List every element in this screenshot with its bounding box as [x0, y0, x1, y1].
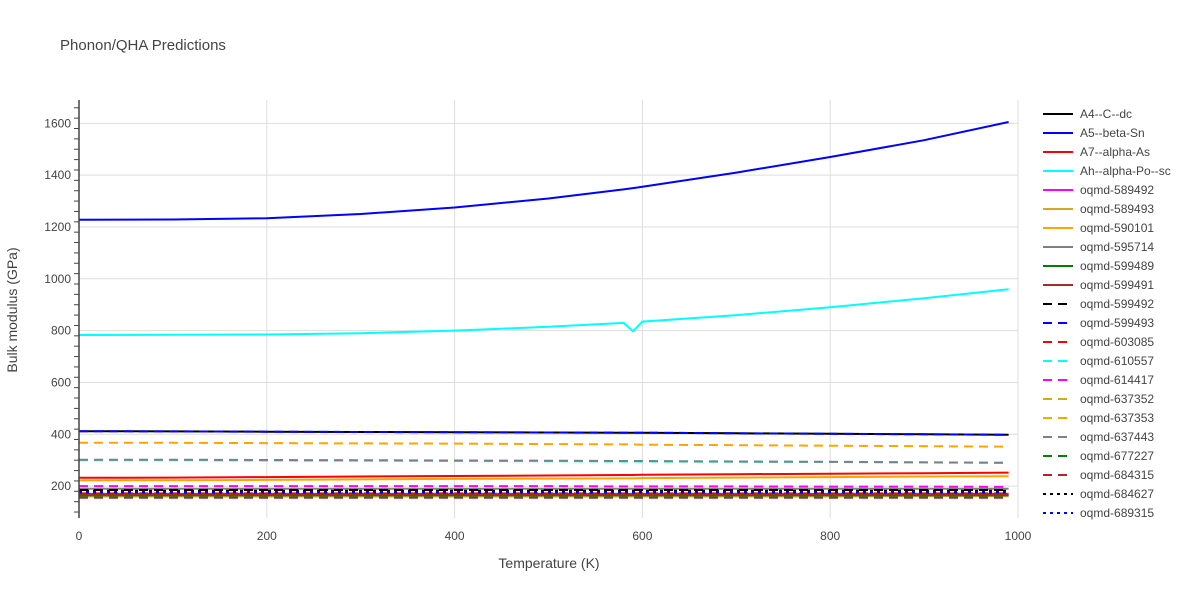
legend-label: A5--beta-Sn	[1080, 126, 1145, 140]
legend-label: oqmd-599493	[1080, 316, 1154, 330]
legend-label: A7--alpha-As	[1080, 145, 1150, 159]
legend-item[interactable]: oqmd-603085	[1043, 335, 1154, 349]
y-axis-label: Bulk modulus (GPa)	[4, 247, 20, 372]
legend-item[interactable]: oqmd-637352	[1043, 392, 1154, 406]
y-tick-label: 600	[51, 375, 71, 389]
y-tick-label: 1600	[44, 116, 71, 130]
legend-label: oqmd-599491	[1080, 278, 1154, 292]
x-tick-label: 800	[820, 529, 840, 543]
legend-label: A4--C--dc	[1080, 107, 1132, 121]
legend-label: oqmd-689315	[1080, 506, 1154, 520]
series-line-oqmd-614417	[79, 485, 1009, 488]
x-tick-label: 1000	[1005, 529, 1032, 543]
series-line-Ah--alpha-Po--sc	[78, 288, 1009, 336]
series-line-oqmd-599493	[78, 430, 1009, 436]
series-line-A5--beta-Sn	[78, 121, 1009, 221]
legend-label: oqmd-599489	[1080, 259, 1154, 273]
legend-label: oqmd-590101	[1080, 221, 1154, 235]
legend-item[interactable]: oqmd-599489	[1043, 259, 1154, 273]
legend-label: oqmd-589493	[1080, 202, 1154, 216]
legend-item[interactable]: oqmd-637443	[1043, 430, 1154, 444]
y-tick-label: 1200	[44, 220, 71, 234]
legend-label: Ah--alpha-Po--sc	[1080, 164, 1171, 178]
legend-item[interactable]: oqmd-610557	[1043, 354, 1154, 368]
legend-label: oqmd-677227	[1080, 449, 1154, 463]
x-tick-label: 200	[257, 529, 277, 543]
legend-item[interactable]: oqmd-599493	[1043, 316, 1154, 330]
legend-label: oqmd-637443	[1080, 430, 1154, 444]
legend-item[interactable]: oqmd-684627	[1043, 487, 1154, 501]
legend-label: oqmd-589492	[1080, 183, 1154, 197]
y-tick-label: 800	[51, 324, 71, 338]
legend: A4--C--dc A5--beta-Sn A7--alpha-As Ah--alph…	[1043, 107, 1171, 520]
legend-item[interactable]: A7--alpha-As	[1043, 145, 1150, 159]
chart-title: Phonon/QHA Predictions	[60, 37, 226, 54]
legend-item[interactable]: oqmd-637353	[1043, 411, 1154, 425]
legend-label: oqmd-637352	[1080, 392, 1154, 406]
legend-item[interactable]: oqmd-599491	[1043, 278, 1154, 292]
legend-label: oqmd-610557	[1080, 354, 1154, 368]
grid	[79, 100, 1019, 518]
legend-item[interactable]: oqmd-595714	[1043, 240, 1154, 254]
legend-label: oqmd-599492	[1080, 297, 1154, 311]
series-line-A7--alpha-As	[78, 471, 1009, 479]
legend-item[interactable]: A4--C--dc	[1043, 107, 1132, 121]
legend-item[interactable]: A5--beta-Sn	[1043, 126, 1145, 140]
x-tick-label: 0	[76, 529, 83, 543]
legend-item[interactable]: oqmd-599492	[1043, 297, 1154, 311]
series-line-oqmd-637353	[79, 441, 1009, 448]
legend-item[interactable]: oqmd-689315	[1043, 506, 1154, 520]
series-line-oqmd-637443	[79, 458, 1009, 464]
x-tick-label: 600	[632, 529, 652, 543]
legend-label: oqmd-603085	[1080, 335, 1154, 349]
x-axis-label: Temperature (K)	[498, 555, 599, 571]
series-line-oqmd-590101	[78, 475, 1009, 482]
legend-label: oqmd-614417	[1080, 373, 1154, 387]
y-tick-label: 1000	[44, 272, 71, 286]
series-lines	[78, 121, 1009, 499]
legend-item[interactable]: Ah--alpha-Po--sc	[1043, 164, 1171, 178]
legend-item[interactable]: oqmd-589492	[1043, 183, 1154, 197]
legend-label: oqmd-684315	[1080, 468, 1154, 482]
legend-label: oqmd-637353	[1080, 411, 1154, 425]
y-tick-label: 1400	[44, 168, 71, 182]
legend-item[interactable]: oqmd-684315	[1043, 468, 1154, 482]
x-tick-label: 400	[445, 529, 465, 543]
y-tick-label: 200	[51, 479, 71, 493]
legend-item[interactable]: oqmd-589493	[1043, 202, 1154, 216]
legend-item[interactable]: oqmd-614417	[1043, 373, 1154, 387]
legend-label: oqmd-595714	[1080, 240, 1154, 254]
legend-item[interactable]: oqmd-677227	[1043, 449, 1154, 463]
legend-label: oqmd-684627	[1080, 487, 1154, 501]
legend-item[interactable]: oqmd-590101	[1043, 221, 1154, 235]
y-tick-label: 400	[51, 427, 71, 441]
axes: 0 200 400 600 800 1000 200 400 600 800 1000 1200 140…	[44, 100, 1032, 543]
